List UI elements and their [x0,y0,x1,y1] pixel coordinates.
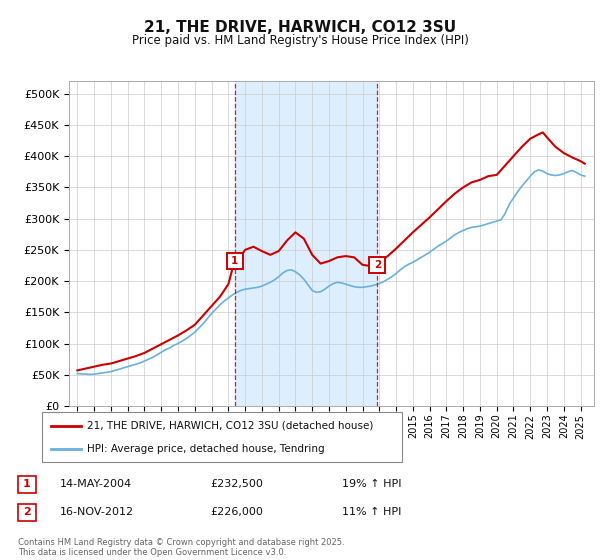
Text: 16-NOV-2012: 16-NOV-2012 [60,507,134,517]
Text: 19% ↑ HPI: 19% ↑ HPI [342,479,401,489]
Text: Price paid vs. HM Land Registry's House Price Index (HPI): Price paid vs. HM Land Registry's House … [131,34,469,46]
Text: £232,500: £232,500 [210,479,263,489]
Text: 21, THE DRIVE, HARWICH, CO12 3SU: 21, THE DRIVE, HARWICH, CO12 3SU [144,20,456,35]
Bar [235,81,377,406]
Text: 2: 2 [23,507,31,517]
Text: 21, THE DRIVE, HARWICH, CO12 3SU (detached house): 21, THE DRIVE, HARWICH, CO12 3SU (detach… [87,421,373,431]
Text: £226,000: £226,000 [210,507,263,517]
Text: Contains HM Land Registry data © Crown copyright and database right 2025.
This d: Contains HM Land Registry data © Crown c… [18,538,344,557]
Text: 2: 2 [374,260,381,270]
Text: 1: 1 [231,256,238,266]
Text: 11% ↑ HPI: 11% ↑ HPI [342,507,401,517]
Text: 1: 1 [23,479,31,489]
Text: HPI: Average price, detached house, Tendring: HPI: Average price, detached house, Tend… [87,445,325,454]
Text: 14-MAY-2004: 14-MAY-2004 [60,479,132,489]
